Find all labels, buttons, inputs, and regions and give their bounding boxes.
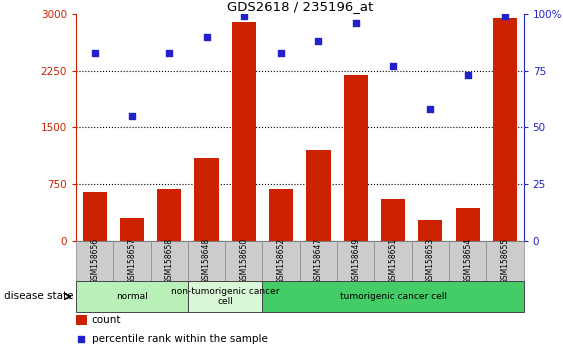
Point <box>501 13 510 19</box>
Bar <box>486 241 524 281</box>
Bar <box>194 158 218 241</box>
Bar <box>232 22 256 241</box>
Bar <box>151 241 188 281</box>
Text: normal: normal <box>116 292 148 301</box>
Point <box>388 63 397 69</box>
Bar <box>343 75 368 241</box>
Text: GSM158656: GSM158656 <box>90 238 99 284</box>
Text: GSM158653: GSM158653 <box>426 238 435 284</box>
Point <box>314 39 323 44</box>
Point <box>239 13 248 19</box>
Bar <box>493 18 517 241</box>
Point <box>426 107 435 112</box>
Bar <box>225 241 262 281</box>
Text: GSM158649: GSM158649 <box>351 238 360 284</box>
Title: GDS2618 / 235196_at: GDS2618 / 235196_at <box>227 0 373 13</box>
Text: disease state: disease state <box>4 291 73 302</box>
Point <box>276 50 285 56</box>
Text: GSM158648: GSM158648 <box>202 238 211 284</box>
Bar <box>412 241 449 281</box>
Bar <box>76 315 87 325</box>
Bar <box>418 220 443 241</box>
Text: GSM158658: GSM158658 <box>165 238 174 284</box>
Bar <box>337 241 374 281</box>
Text: percentile rank within the sample: percentile rank within the sample <box>92 334 267 344</box>
Text: GSM158657: GSM158657 <box>127 238 136 284</box>
Bar <box>76 281 188 312</box>
Text: count: count <box>92 315 121 325</box>
Bar <box>269 189 293 241</box>
Bar <box>188 241 225 281</box>
Text: GSM158654: GSM158654 <box>463 238 472 284</box>
Point <box>90 50 99 56</box>
Text: tumorigenic cancer cell: tumorigenic cancer cell <box>339 292 446 301</box>
Bar <box>374 241 412 281</box>
Point <box>127 113 136 119</box>
Text: GSM158650: GSM158650 <box>239 238 248 284</box>
Bar <box>262 241 300 281</box>
Bar <box>76 241 113 281</box>
Text: non-tumorigenic cancer
cell: non-tumorigenic cancer cell <box>171 287 279 306</box>
Bar <box>306 150 330 241</box>
Bar <box>120 218 144 241</box>
Text: GSM158647: GSM158647 <box>314 238 323 284</box>
Bar <box>262 281 524 312</box>
Bar <box>83 192 107 241</box>
Point <box>165 50 174 56</box>
Bar <box>113 241 151 281</box>
Bar <box>188 281 262 312</box>
Text: GSM158652: GSM158652 <box>276 238 285 284</box>
Point <box>77 336 86 342</box>
Bar <box>381 199 405 241</box>
Bar <box>300 241 337 281</box>
Point <box>351 21 360 26</box>
Bar <box>157 189 181 241</box>
Text: GSM158655: GSM158655 <box>501 238 510 284</box>
Bar <box>449 241 486 281</box>
Point <box>463 73 472 78</box>
Bar <box>455 208 480 241</box>
Point <box>202 34 211 40</box>
Text: GSM158651: GSM158651 <box>388 238 397 284</box>
